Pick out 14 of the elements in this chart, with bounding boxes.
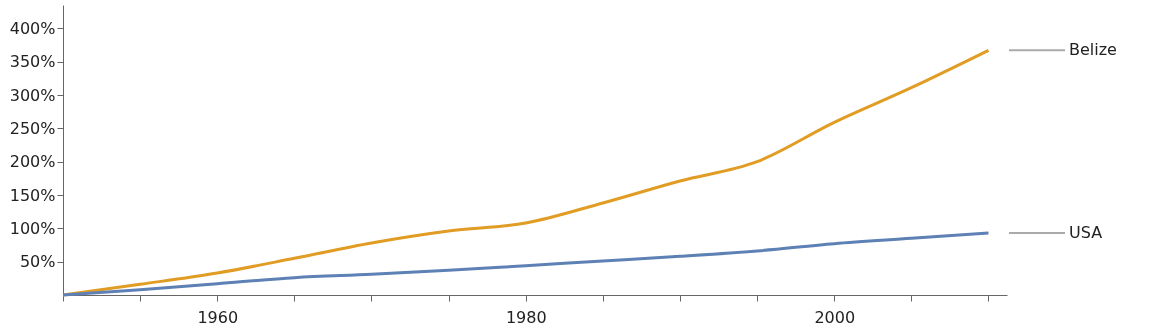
line-series (61, 231, 990, 297)
x-tick-label: 1960 (197, 307, 239, 326)
y-tick-label: 200% (9, 152, 56, 172)
y-tick-label: 150% (9, 185, 56, 205)
y-tick-label: 350% (9, 52, 56, 72)
y-tick-label: 50% (19, 252, 56, 272)
x-tick-label: 2000 (814, 307, 856, 326)
text: USA (1069, 223, 1103, 242)
y-tick-label: 100% (9, 218, 56, 238)
x-tick-label: 1980 (505, 307, 547, 326)
y-tick-label: 400% (9, 18, 56, 38)
y-tick-label: 300% (9, 85, 56, 105)
text: Belize (1069, 40, 1117, 60)
y-tick-label: 250% (9, 118, 56, 138)
